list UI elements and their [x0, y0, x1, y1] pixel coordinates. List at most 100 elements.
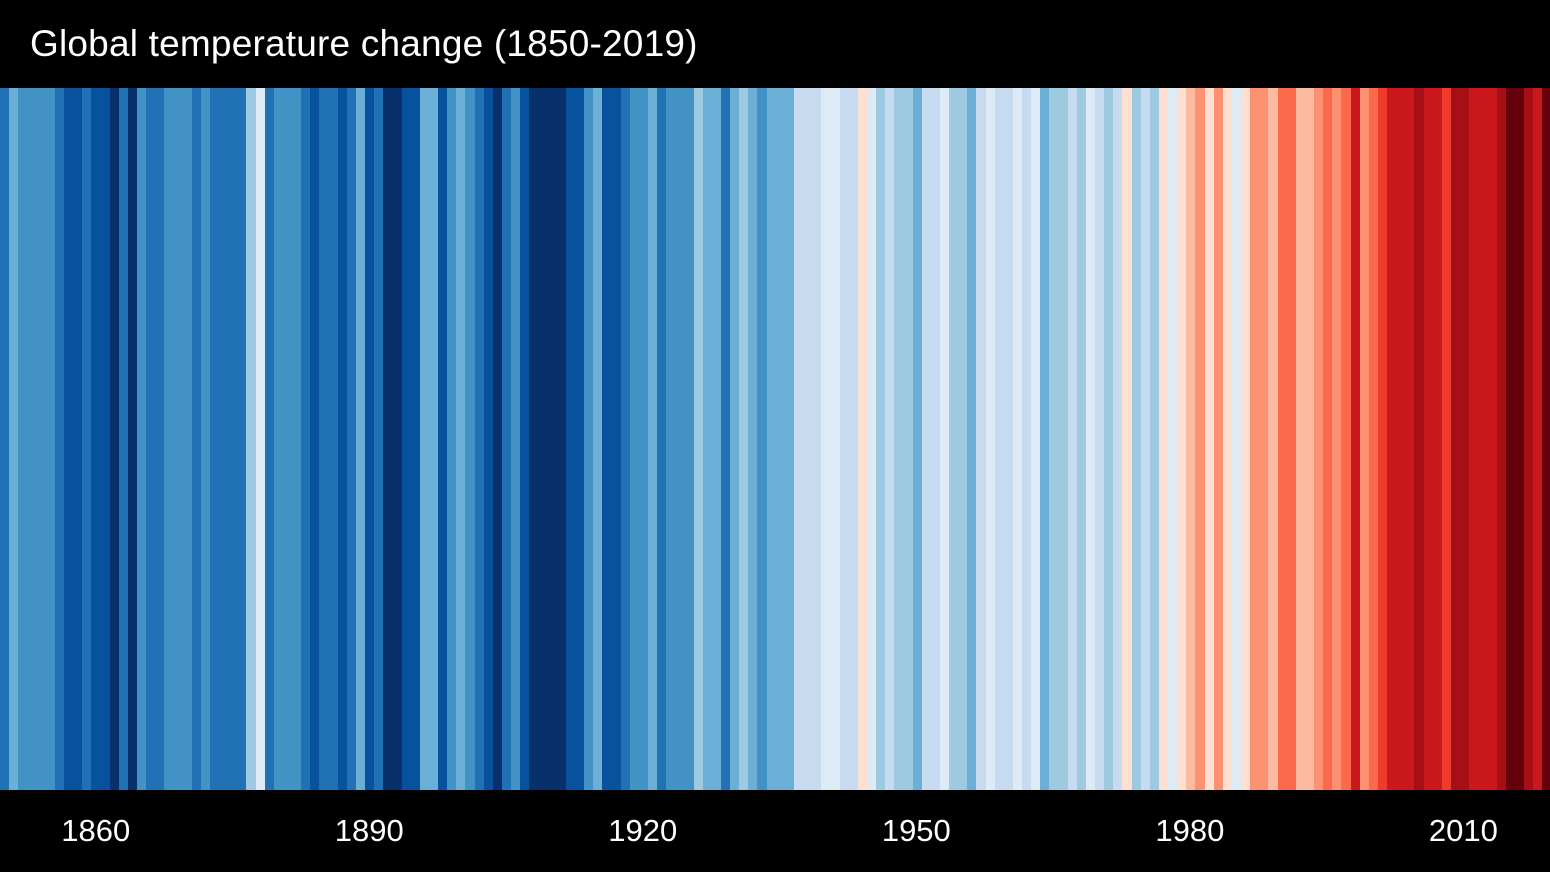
year-stripe — [155, 88, 165, 790]
year-stripe — [392, 88, 402, 790]
year-stripe — [775, 88, 785, 790]
year-stripe — [857, 88, 867, 790]
year-stripe — [146, 88, 156, 790]
year-stripe — [173, 88, 183, 790]
year-stripe — [328, 88, 338, 790]
year-stripe — [1195, 88, 1205, 790]
year-stripe — [903, 88, 913, 790]
year-stripe — [1368, 88, 1378, 790]
year-stripe — [739, 88, 749, 790]
year-stripe — [1441, 88, 1451, 790]
year-stripe — [949, 88, 959, 790]
year-stripe — [1031, 88, 1041, 790]
year-stripe — [529, 88, 539, 790]
year-stripe — [1414, 88, 1424, 790]
year-stripe — [666, 88, 676, 790]
year-stripe — [374, 88, 384, 790]
year-stripe — [1040, 88, 1050, 790]
year-stripe — [675, 88, 685, 790]
year-stripe — [492, 88, 502, 790]
year-stripe — [1405, 88, 1415, 790]
year-stripe — [930, 88, 940, 790]
year-stripe — [1469, 88, 1479, 790]
year-stripe — [1012, 88, 1022, 790]
year-stripe — [1076, 88, 1086, 790]
year-stripe — [428, 88, 438, 790]
year-stripe — [91, 88, 101, 790]
year-stripe — [273, 88, 283, 790]
year-stripe — [1140, 88, 1150, 790]
year-stripe — [1231, 88, 1241, 790]
year-stripe — [1104, 88, 1114, 790]
year-stripe — [1022, 88, 1032, 790]
year-stripe — [638, 88, 648, 790]
year-stripe — [419, 88, 429, 790]
year-stripe — [0, 88, 10, 790]
year-stripe — [319, 88, 329, 790]
year-stripe — [310, 88, 320, 790]
year-stripe — [456, 88, 466, 790]
year-stripe — [1113, 88, 1123, 790]
year-stripe — [1396, 88, 1406, 790]
year-stripe — [54, 88, 64, 790]
year-stripe — [547, 88, 557, 790]
year-stripe — [1058, 88, 1068, 790]
year-stripe — [1332, 88, 1342, 790]
year-stripe — [100, 88, 110, 790]
year-stripe — [9, 88, 19, 790]
year-stripe — [830, 88, 840, 790]
x-axis-tick-label: 1950 — [881, 813, 951, 848]
year-stripe — [511, 88, 521, 790]
year-stripe — [1304, 88, 1314, 790]
year-stripe — [27, 88, 37, 790]
year-stripe — [1186, 88, 1196, 790]
year-stripe — [191, 88, 201, 790]
year-stripe — [1323, 88, 1333, 790]
year-stripe — [255, 88, 265, 790]
year-stripe — [401, 88, 411, 790]
year-stripe — [985, 88, 995, 790]
year-stripe — [839, 88, 849, 790]
year-stripe — [976, 88, 986, 790]
year-stripe — [200, 88, 210, 790]
title-bar: Global temperature change (1850-2019) — [0, 0, 1550, 88]
year-stripe — [136, 88, 146, 790]
year-stripe — [1213, 88, 1223, 790]
year-stripe — [1523, 88, 1533, 790]
year-stripe — [565, 88, 575, 790]
year-stripe — [1095, 88, 1105, 790]
year-stripe — [1131, 88, 1141, 790]
year-stripe — [611, 88, 621, 790]
stripes-chart — [0, 88, 1550, 790]
chart-title: Global temperature change (1850-2019) — [30, 23, 698, 64]
year-stripe — [1295, 88, 1305, 790]
year-stripe — [219, 88, 229, 790]
x-axis-tick-label: 2010 — [1428, 813, 1498, 848]
year-stripe — [282, 88, 292, 790]
year-stripe — [18, 88, 28, 790]
year-stripe — [803, 88, 813, 790]
year-stripe — [1487, 88, 1497, 790]
year-stripe — [1067, 88, 1077, 790]
year-stripe — [784, 88, 794, 790]
year-stripe — [292, 88, 302, 790]
year-stripe — [520, 88, 530, 790]
year-stripe — [355, 88, 365, 790]
year-stripe — [866, 88, 876, 790]
year-stripe — [556, 88, 566, 790]
x-axis-tick-label: 1860 — [61, 813, 131, 848]
year-stripe — [1259, 88, 1269, 790]
year-stripe — [1158, 88, 1168, 790]
year-stripe — [720, 88, 730, 790]
year-stripe — [474, 88, 484, 790]
x-axis-tick-label: 1890 — [334, 813, 404, 848]
year-stripe — [73, 88, 83, 790]
year-stripe — [36, 88, 46, 790]
year-stripe — [483, 88, 493, 790]
year-stripe — [766, 88, 776, 790]
year-stripe — [711, 88, 721, 790]
year-stripe — [1177, 88, 1187, 790]
year-stripe — [164, 88, 174, 790]
x-axis: 1860 1890 1920 1950 1980 2010 — [0, 790, 1550, 872]
year-stripe — [182, 88, 192, 790]
